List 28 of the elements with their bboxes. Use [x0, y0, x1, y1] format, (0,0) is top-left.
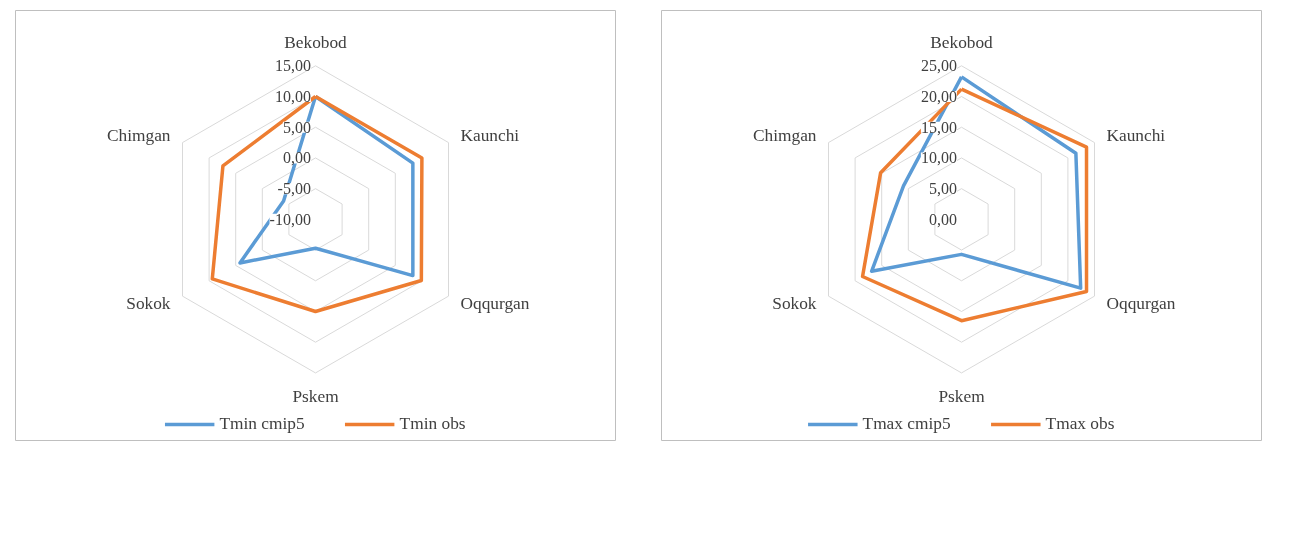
- spoke-label: Kaunchi: [1106, 126, 1166, 146]
- y-tick-label: 5,00: [928, 180, 957, 198]
- y-tick-label: -5,00: [277, 180, 311, 198]
- spoke-label: Bekobod: [284, 32, 348, 52]
- y-tick-label: 0,00: [928, 210, 957, 228]
- y-tick-label: 5,00: [282, 118, 311, 136]
- spoke-label: Pskem: [938, 386, 986, 406]
- spoke-label: Sokok: [772, 293, 817, 313]
- spoke-label: Chimgan: [107, 126, 171, 146]
- spoke-label: Pskem: [292, 386, 340, 406]
- y-tick-label: 10,00: [920, 149, 957, 167]
- legend-label: Tmax cmip5: [862, 414, 951, 434]
- spoke-label: Bekobod: [930, 32, 994, 52]
- y-tick-label: 15,00: [274, 57, 311, 75]
- spoke-label: Kaunchi: [460, 126, 520, 146]
- legend-label: Tmin obs: [399, 414, 466, 434]
- y-tick-label: 20,00: [920, 88, 957, 105]
- y-tick-label: -10,00: [269, 210, 311, 228]
- y-tick-label: 0,00: [282, 149, 311, 167]
- spoke-label: Oqqurgan: [460, 293, 530, 313]
- spoke-label: Oqqurgan: [1106, 293, 1176, 313]
- y-tick-label: 15,00: [920, 118, 957, 136]
- y-tick-label: 25,00: [920, 57, 957, 75]
- legend-label: Tmin cmip5: [219, 414, 305, 434]
- y-tick-label: 10,00: [274, 88, 311, 105]
- spoke-label: Chimgan: [753, 126, 817, 146]
- spoke-label: Sokok: [126, 293, 171, 313]
- legend-label: Tmax obs: [1045, 414, 1115, 434]
